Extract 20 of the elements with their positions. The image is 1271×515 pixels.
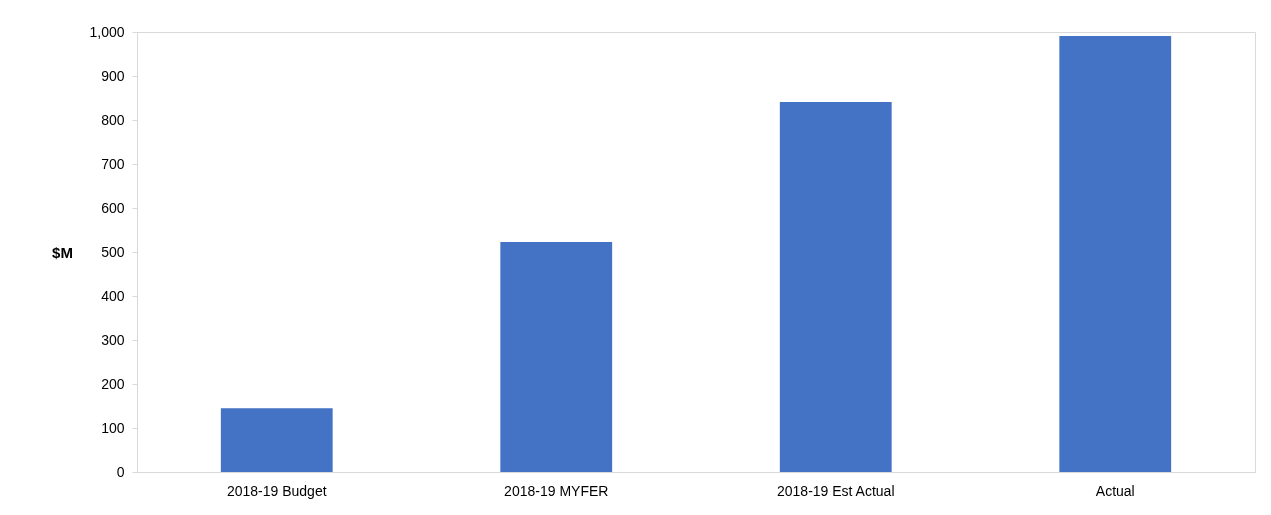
y-tick-label: 400 [101, 287, 125, 304]
bar [779, 101, 892, 472]
x-tick-label: 2018-19 MYFER [504, 482, 609, 499]
y-tick-label: 500 [101, 243, 125, 260]
bar [220, 408, 333, 472]
bar [1059, 35, 1172, 472]
y-tick-label: 800 [101, 111, 125, 128]
y-tick-label: 600 [101, 199, 125, 216]
y-tick-label: 700 [101, 155, 125, 172]
y-tick-label: 0 [116, 463, 125, 480]
y-tick-label: 900 [101, 67, 125, 84]
bar [500, 241, 613, 472]
x-tick-label: Actual [1095, 482, 1135, 499]
y-tick-label: 200 [101, 375, 125, 392]
y-tick-label: 1,000 [89, 23, 125, 40]
y-axis-title: $M [52, 243, 73, 261]
y-tick-label: 100 [101, 419, 125, 436]
y-tick-label: 300 [101, 331, 125, 348]
x-tick-label: 2018-19 Est Actual [776, 482, 895, 499]
x-tick-label: 2018-19 Budget [226, 482, 327, 499]
